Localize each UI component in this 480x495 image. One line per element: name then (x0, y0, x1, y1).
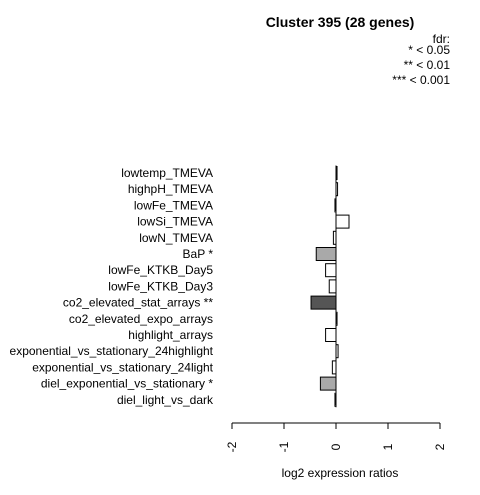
legend-line-3star: *** < 0.001 (392, 73, 450, 87)
bar-12 (331, 360, 337, 375)
bar-13 (319, 376, 337, 391)
x-tick-label-3: 1 (381, 443, 395, 450)
bar-10 (325, 328, 337, 342)
category-label-9: co2_elevated_expo_arrays (69, 312, 213, 326)
bar-6 (325, 263, 337, 278)
category-label-7: lowFe_KTKB_Day3 (108, 279, 213, 293)
x-axis-label: log2 expression ratios (282, 466, 399, 480)
bar-7 (328, 279, 337, 294)
category-labels: lowtemp_TMEVA highpH_TMEVA lowFe_TMEVA lowS… (10, 166, 214, 407)
category-label-4: lowN_TMEVA (139, 231, 213, 245)
bars (310, 166, 350, 407)
category-label-12: exponential_vs_stationary_24light (32, 360, 213, 374)
x-axis: -2 -1 0 1 2 (225, 422, 447, 452)
x-tick-label-1: -1 (277, 441, 291, 452)
x-tick-label-4: 2 (433, 443, 447, 450)
category-label-6: lowFe_KTKB_Day5 (108, 263, 213, 277)
category-label-2: lowFe_TMEVA (134, 198, 213, 212)
bar-5 (315, 247, 337, 261)
legend-line-1star: * < 0.05 (408, 43, 450, 57)
chart-title: Cluster 395 (28 genes) (266, 14, 415, 30)
bar-3 (335, 214, 350, 229)
legend-line-title: fdr: (433, 32, 450, 46)
x-tick-label-0: -2 (225, 441, 239, 452)
category-label-1: highpH_TMEVA (128, 182, 213, 196)
category-label-8: co2_elevated_stat_arrays ** (63, 296, 213, 310)
category-label-14: diel_light_vs_dark (117, 393, 214, 407)
legend-line-2star: ** < 0.01 (404, 58, 451, 72)
x-tick-label-2: 0 (329, 443, 343, 450)
category-label-0: lowtemp_TMEVA (121, 166, 213, 180)
bar-8 (310, 295, 337, 310)
category-label-13: diel_exponential_vs_stationary * (41, 377, 213, 391)
category-label-5: BaP * (183, 247, 214, 261)
category-label-11: exponential_vs_stationary_24highlight (10, 344, 214, 358)
category-label-3: lowSi_TMEVA (137, 215, 213, 229)
category-label-10: highlight_arrays (128, 328, 213, 342)
legend: fdr: * < 0.05 ** < 0.01 *** < 0.001 (392, 32, 450, 87)
